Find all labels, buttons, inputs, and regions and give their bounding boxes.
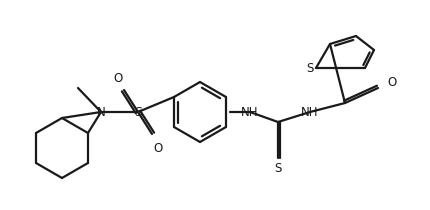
- Text: S: S: [306, 62, 313, 75]
- Text: O: O: [153, 142, 162, 155]
- Text: O: O: [387, 76, 396, 88]
- Text: O: O: [113, 71, 123, 84]
- Text: NH: NH: [241, 105, 258, 118]
- Text: NH: NH: [301, 105, 318, 118]
- Text: N: N: [96, 105, 105, 118]
- Text: S: S: [273, 161, 281, 175]
- Text: S: S: [134, 105, 141, 118]
